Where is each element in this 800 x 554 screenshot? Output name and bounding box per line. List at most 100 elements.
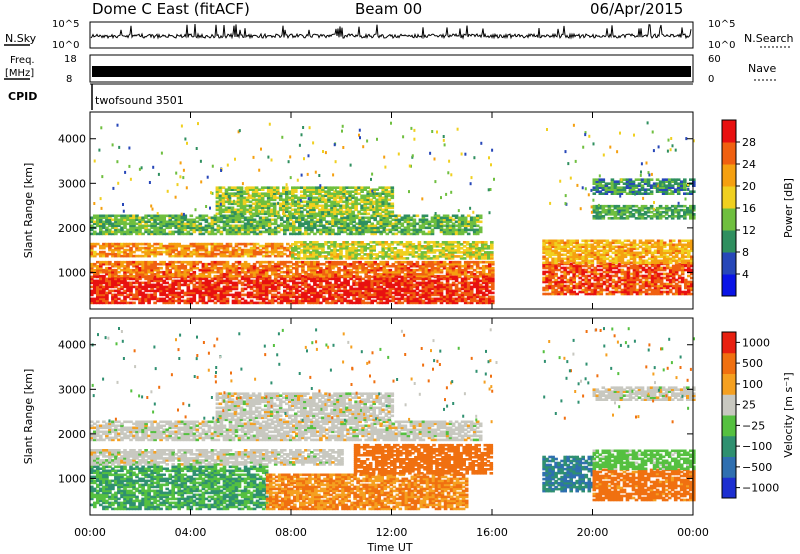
data-cell [445, 289, 450, 293]
data-cell [177, 285, 181, 289]
data-cell [430, 287, 435, 291]
data-cell [117, 244, 121, 248]
data-cell [394, 277, 399, 281]
data-cell [319, 289, 323, 293]
data-cell [111, 252, 115, 256]
data-cell [93, 274, 97, 278]
data-cell [141, 272, 145, 276]
data-cell [126, 248, 130, 252]
data-cell [301, 262, 305, 266]
data-cell [270, 266, 275, 270]
data-cell [331, 287, 335, 291]
data-cell [117, 281, 121, 285]
data-cell [358, 270, 362, 274]
data-cell [430, 285, 435, 289]
data-cell [204, 266, 209, 270]
data-cell [171, 285, 175, 289]
data-cell [295, 299, 299, 303]
data-cell [207, 268, 212, 272]
data-cell [307, 291, 311, 295]
data-cell [111, 301, 115, 305]
data-cell [478, 299, 483, 303]
data-cell [201, 285, 206, 289]
data-cell [373, 270, 377, 274]
data-cell [279, 270, 284, 274]
data-cell [93, 281, 97, 285]
data-cell [409, 264, 414, 268]
data-cell [174, 260, 178, 264]
data-cell [213, 266, 218, 270]
data-cell [246, 301, 251, 305]
data-cell [222, 272, 227, 276]
data-cell [135, 289, 139, 293]
data-cell [240, 275, 245, 279]
data-cell [144, 277, 148, 281]
data-cell [331, 283, 335, 287]
data-cell [171, 293, 175, 297]
data-cell [409, 293, 414, 297]
data-cell [397, 272, 402, 276]
data-cell [475, 277, 480, 281]
data-cell [439, 295, 444, 299]
data-cell [273, 262, 278, 266]
data-cell [361, 264, 365, 268]
data-cell [364, 272, 368, 276]
data-cell [90, 299, 94, 303]
data-cell [174, 264, 178, 268]
data-cell [424, 293, 429, 297]
data-cell [147, 260, 151, 264]
data-cell [96, 289, 100, 293]
data-cell [427, 283, 432, 287]
data-cell [337, 289, 341, 293]
data-cell [114, 274, 118, 278]
data-cell [349, 268, 353, 272]
data-cell [210, 283, 215, 287]
data-cell [382, 277, 387, 281]
data-cell [358, 281, 362, 285]
data-cell [225, 287, 230, 291]
data-cell [358, 264, 362, 268]
data-cell [334, 281, 338, 285]
data-cell [370, 260, 374, 264]
data-cell [126, 285, 130, 289]
data-cell [120, 287, 124, 291]
data-cell [325, 268, 329, 272]
data-cell [412, 272, 417, 276]
data-cell [313, 270, 317, 274]
data-cell [379, 274, 383, 278]
data-cell [273, 279, 278, 283]
data-cell [481, 299, 486, 303]
data-cell [228, 277, 233, 281]
data-cell [264, 266, 269, 270]
data-cell [102, 252, 106, 256]
data-cell [448, 297, 453, 301]
data-cell [204, 277, 209, 281]
data-cell [246, 285, 251, 289]
data-cell [270, 285, 275, 289]
data-cell [460, 279, 465, 283]
data-cell [360, 194, 364, 198]
data-cell [174, 291, 178, 295]
data-cell [301, 293, 305, 297]
data-cell [222, 279, 227, 283]
data-cell [385, 277, 390, 281]
data-cell [102, 279, 106, 283]
data-cell [258, 287, 263, 291]
data-cell [126, 242, 130, 246]
data-cell [373, 295, 377, 299]
data-cell [153, 275, 157, 279]
data-cell [340, 285, 344, 289]
data-cell [352, 281, 356, 285]
data-cell [481, 279, 486, 283]
data-cell [129, 283, 133, 287]
data-cell [168, 297, 172, 301]
data-cell [367, 277, 371, 281]
data-cell [120, 301, 124, 305]
data-cell [319, 266, 323, 270]
data-cell [129, 293, 133, 297]
data-cell [111, 289, 115, 293]
data-cell [123, 295, 127, 299]
data-cell [304, 299, 308, 303]
data-cell [346, 268, 350, 272]
data-cell [189, 289, 194, 293]
